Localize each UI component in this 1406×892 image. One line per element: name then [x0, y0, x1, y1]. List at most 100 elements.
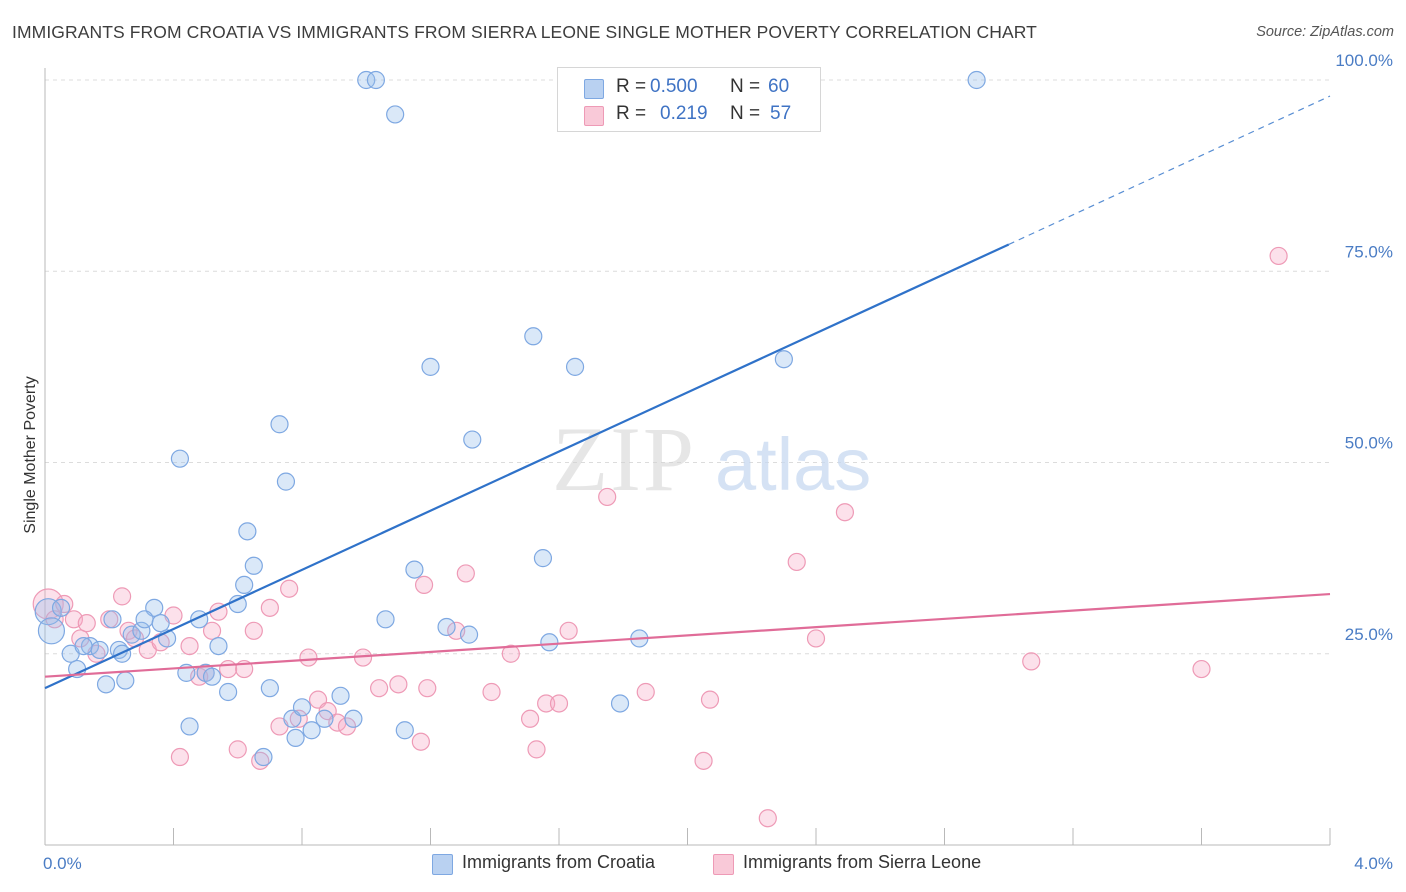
watermark-zip: ZIP: [552, 408, 696, 510]
sierra-leone-point: [77, 614, 96, 633]
croatia-point: [244, 556, 263, 575]
legend-n-label: N =: [730, 103, 761, 124]
croatia-point: [276, 472, 296, 491]
croatia-point: [610, 694, 630, 713]
croatia-point: [103, 610, 122, 629]
sierra-leone-point: [228, 740, 247, 759]
croatia-point: [238, 522, 257, 541]
croatia-point: [228, 594, 247, 614]
sierra-leone-point: [202, 621, 222, 640]
sierra-leone-point: [456, 564, 475, 583]
legend-swatch-pink: [584, 106, 604, 126]
croatia-point: [51, 598, 71, 617]
croatia-point: [209, 636, 228, 656]
legend-n-value: 57: [770, 103, 792, 124]
croatia-point: [357, 70, 376, 90]
sierra-leone-point: [549, 694, 569, 713]
croatia-point: [116, 671, 135, 690]
legend-row-croatia: R = 0.500 N = 60: [558, 74, 820, 102]
croatia-point: [132, 621, 151, 640]
croatia-point: [386, 105, 405, 124]
legend-swatch-blue: [432, 854, 453, 875]
sierra-leone-point: [482, 682, 501, 702]
croatia-point: [774, 350, 793, 369]
legend-r-label: R =: [616, 76, 647, 97]
series-sierra-leone-points: [32, 246, 1288, 828]
sierra-leone-trend-line: [44, 592, 1331, 678]
sierra-leone-point: [180, 636, 199, 656]
sierra-leone-point: [32, 588, 64, 620]
sierra-leone-point: [1022, 652, 1041, 671]
croatia-point: [565, 357, 585, 376]
croatia-point: [524, 327, 543, 346]
croatia-point: [405, 560, 424, 579]
croatia-point: [437, 617, 456, 637]
sierra-leone-point: [1269, 246, 1288, 266]
sierra-leone-point: [598, 487, 617, 507]
sierra-leone-point: [758, 809, 777, 828]
legend-swatch-pink: [713, 854, 734, 875]
y-axis-label: Single Mother Poverty: [22, 376, 39, 533]
sierra-leone-point: [1192, 659, 1211, 679]
croatia-point: [421, 357, 440, 376]
legend-n-label: N =: [730, 76, 761, 97]
sierra-leone-point: [787, 552, 806, 572]
chart-title: IMMIGRANTS FROM CROATIA VS IMMIGRANTS FR…: [12, 22, 1037, 42]
croatia-point: [219, 682, 238, 702]
sierra-leone-point: [700, 690, 720, 709]
sierra-leone-point: [694, 751, 713, 770]
sierra-leone-point: [299, 648, 318, 667]
sierra-leone-point: [520, 709, 540, 728]
sierra-leone-point: [414, 575, 434, 595]
legend-r-value: 0.500: [650, 76, 698, 97]
croatia-point: [286, 728, 305, 748]
croatia-point: [463, 430, 482, 449]
croatia-point: [260, 679, 279, 698]
croatia-point: [376, 610, 395, 629]
stats-legend: R = 0.500 N = 60 R = 0.219 N = 57: [557, 67, 821, 132]
croatia-point: [292, 698, 312, 717]
sierra-leone-point: [370, 679, 389, 698]
x-tick-label: 0.0%: [43, 854, 82, 873]
trend-lines: [44, 95, 1331, 690]
croatia-point: [170, 449, 190, 468]
croatia-point: [459, 625, 479, 644]
y-tick-label: 75.0%: [1345, 242, 1393, 261]
croatia-point: [254, 747, 273, 767]
sierra-leone-point: [219, 659, 238, 679]
sierra-leone-point: [806, 629, 826, 648]
tick-labels: 25.0% 50.0% 75.0% 100.0% 0.0% 4.0%: [43, 51, 1393, 873]
sierra-leone-point: [244, 621, 263, 640]
croatia-point: [533, 549, 553, 568]
croatia-point: [151, 614, 170, 633]
y-tick-label: 100.0%: [1335, 51, 1393, 70]
sierra-leone-point: [389, 675, 408, 694]
y-tick-label: 25.0%: [1345, 625, 1393, 644]
sierra-leone-point: [411, 732, 430, 751]
legend-row-sierra-leone: R = 0.219 N = 57: [558, 101, 820, 129]
croatia-point: [344, 709, 363, 728]
croatia-point: [540, 633, 559, 652]
x-tick-label: 4.0%: [1354, 854, 1393, 873]
croatia-point: [967, 70, 986, 90]
legend-swatch-blue: [584, 79, 604, 99]
sierra-leone-point: [280, 579, 299, 598]
croatia-point: [135, 610, 154, 629]
croatia-trend-line: [44, 243, 1010, 690]
croatia-point: [80, 636, 100, 656]
legend-r-value: 0.219: [660, 103, 708, 124]
croatia-point: [395, 721, 414, 740]
croatia-point: [270, 415, 289, 434]
croatia-point: [74, 636, 93, 656]
sierra-leone-point: [501, 644, 520, 663]
legend-label-croatia: Immigrants from Croatia: [462, 852, 656, 872]
series-croatia-points: [34, 70, 986, 767]
croatia-point: [331, 686, 350, 705]
sierra-leone-point: [636, 682, 655, 702]
croatia-point: [37, 617, 66, 645]
sierra-leone-point: [260, 598, 279, 617]
croatia-point: [90, 640, 109, 660]
grid-lines: [45, 79, 1330, 655]
legend-label-sierra-leone: Immigrants from Sierra Leone: [743, 852, 982, 872]
